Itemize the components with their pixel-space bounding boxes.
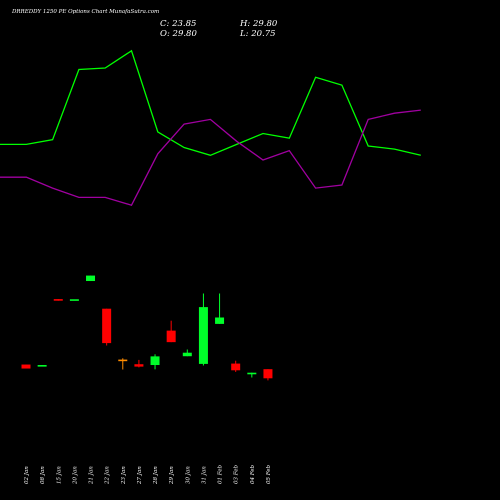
x-tick-label: 28 Jan [153, 466, 159, 485]
candle-body [53, 299, 63, 301]
x-tick-label: 31 Jan [201, 466, 207, 484]
x-axis-labels: 02 Jan 08 Jan 15 Jan 20 Jan 21 Jan 22 Jan 23 J… [24, 464, 272, 485]
x-tick-label: 29 Jan [169, 466, 175, 485]
x-tick-label: 27 Jan [137, 466, 143, 485]
x-tick-label: 20 Jan [72, 466, 78, 485]
candle-body [102, 308, 112, 344]
candle-0 [21, 364, 31, 369]
candle-15 [263, 369, 273, 381]
x-tick-label: 03 Feb [234, 464, 240, 484]
open-value: O: 29.80 [160, 29, 197, 39]
bands-layer [0, 49, 421, 206]
lower-band-line [0, 109, 421, 206]
candle-body [150, 356, 160, 366]
candle-body [21, 364, 31, 369]
x-tick-label: 08 Jan [40, 466, 46, 484]
x-tick-label: 04 Feb [250, 464, 256, 484]
candle-6 [118, 358, 128, 370]
candle-body [198, 307, 208, 364]
x-tick-label: 22 Jan [105, 466, 111, 485]
x-tick-label: 23 Jan [121, 466, 127, 485]
close-value: C: 23.85 [160, 19, 197, 29]
candle-body [69, 299, 79, 301]
candle-8 [150, 354, 160, 370]
x-tick-label: 21 Jan [89, 466, 95, 485]
candle-body [37, 365, 47, 367]
candle-12 [215, 293, 225, 324]
x-tick-label: 30 Jan [185, 466, 191, 484]
candle-3 [69, 299, 79, 301]
candle-body [134, 364, 144, 367]
x-tick-label: 05 Feb [266, 464, 272, 484]
candle-11 [198, 293, 208, 366]
candle-body [182, 352, 192, 357]
candle-body [166, 330, 176, 343]
candle-4 [86, 275, 96, 282]
candles-layer [21, 275, 273, 381]
candle-body [215, 317, 225, 324]
chart-title: DRREDDY 1250 PE Options Chart MunafaSutr… [12, 9, 160, 15]
candle-13 [231, 360, 241, 372]
x-tick-label: 02 Jan [24, 466, 30, 484]
candle-body [86, 275, 96, 282]
high-value: H: 29.80 [240, 19, 278, 29]
low-value: L: 20.75 [240, 29, 276, 39]
candle-1 [37, 365, 47, 367]
candle-10 [182, 349, 192, 357]
x-tick-label: 15 Jan [56, 466, 62, 484]
candle-9 [166, 320, 176, 343]
candle-body [231, 363, 241, 371]
candle-5 [102, 308, 112, 346]
candle-body [118, 359, 128, 362]
candle-14 [247, 372, 257, 378]
candle-2 [53, 299, 63, 301]
x-tick-label: 01 Feb [218, 464, 224, 484]
candle-body [263, 369, 273, 379]
candle-body [247, 372, 257, 375]
candle-7 [134, 359, 144, 368]
upper-band-line [0, 49, 421, 156]
